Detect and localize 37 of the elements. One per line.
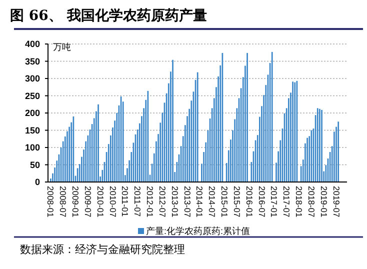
chart-title: 图 66、 我国化学农药原药产量 bbox=[10, 7, 208, 24]
y-tick-label: 200 bbox=[24, 108, 40, 118]
x-tick-label: 2012-07 bbox=[157, 186, 168, 218]
x-tick-label: 2016-01 bbox=[244, 186, 254, 218]
x-tick-label: 2009-01 bbox=[70, 186, 81, 218]
source-note: 数据来源：经济与金融研究院整理 bbox=[20, 243, 185, 256]
y-axis-title: 万吨 bbox=[53, 42, 71, 52]
y-tick-label: 50 bbox=[30, 160, 40, 170]
x-tick-label: 2019-01 bbox=[318, 186, 329, 218]
x-tick-label: 2013-01 bbox=[170, 186, 180, 218]
x-tick-label: 2018-01 bbox=[294, 186, 304, 218]
x-tick-label: 2008-07 bbox=[58, 186, 68, 218]
x-tick-label: 2008-01 bbox=[46, 186, 56, 218]
y-tick-label: 250 bbox=[24, 90, 40, 101]
x-tick-label: 2011-01 bbox=[120, 186, 130, 217]
y-tick-label: 0 bbox=[34, 177, 40, 188]
x-tick-label: 2015-07 bbox=[232, 186, 242, 218]
legend-label: 产量:化学农药原药:累计值 bbox=[146, 226, 250, 236]
x-tick-label: 2017-01 bbox=[269, 186, 280, 218]
x-tick-label: 2015-01 bbox=[220, 186, 230, 218]
x-tick-label: 2014-01 bbox=[194, 186, 205, 218]
x-tick-label: 2009-07 bbox=[82, 186, 93, 218]
x-tick-label: 2016-07 bbox=[256, 186, 267, 218]
x-tick-label: 2013-07 bbox=[182, 186, 192, 218]
x-tick-label: 2018-07 bbox=[306, 186, 316, 218]
x-tick-label: 2019-07 bbox=[331, 186, 342, 218]
y-tick-label: 400 bbox=[24, 39, 40, 50]
y-tick-label: 300 bbox=[24, 74, 40, 84]
x-tick-label: 2010-01 bbox=[95, 186, 106, 218]
y-tick-label: 150 bbox=[24, 125, 40, 136]
x-tick-label: 2014-07 bbox=[207, 186, 218, 218]
y-tick-label: 100 bbox=[24, 142, 40, 153]
x-tick-label: 2012-01 bbox=[145, 186, 156, 218]
x-tick-label: 2011-07 bbox=[132, 186, 143, 217]
y-tick-label: 350 bbox=[24, 56, 40, 66]
x-tick-label: 2017-07 bbox=[282, 186, 292, 218]
x-tick-label: 2010-07 bbox=[108, 186, 118, 218]
